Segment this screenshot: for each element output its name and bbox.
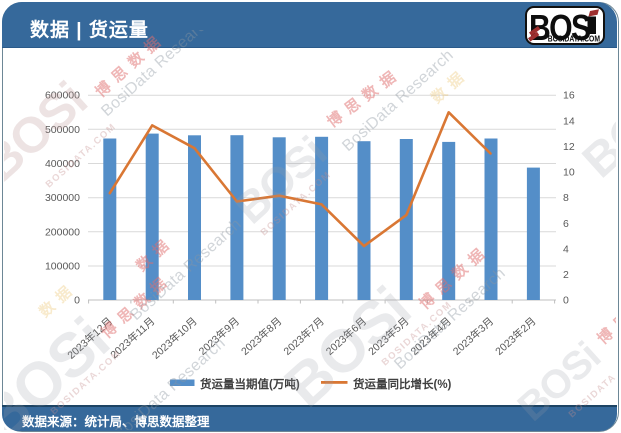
svg-text:400000: 400000	[45, 158, 80, 170]
svg-text:博思数据: 博思数据	[416, 241, 493, 313]
svg-text:500000: 500000	[45, 124, 80, 136]
svg-text:600000: 600000	[45, 90, 80, 102]
svg-text:BOSi: BOSi	[510, 334, 609, 429]
svg-text:6: 6	[563, 218, 569, 230]
svg-text:BOSi: BOSi	[573, 73, 621, 188]
svg-text:数据: 数据	[133, 232, 178, 275]
svg-text:300000: 300000	[45, 192, 80, 204]
svg-text:10: 10	[563, 167, 575, 179]
svg-text:BOSi: BOSi	[0, 71, 97, 192]
svg-text:BOS: BOS	[529, 9, 590, 46]
svg-text:BosiData Research: BosiData Research	[111, 335, 229, 433]
svg-text:12: 12	[563, 141, 575, 153]
svg-text:博思数据: 博思数据	[594, 276, 621, 348]
svg-text:100000: 100000	[45, 261, 80, 273]
svg-text:BOSIDATA.COM: BOSIDATA.COM	[548, 34, 600, 44]
svg-text:14: 14	[563, 115, 575, 127]
svg-text:4: 4	[563, 243, 569, 255]
svg-text:8: 8	[563, 192, 569, 204]
svg-text:2: 2	[563, 269, 569, 281]
svg-text:货运量同比增长(%): 货运量同比增长(%)	[352, 377, 452, 391]
svg-text:货运量当期值(万吨): 货运量当期值(万吨)	[199, 377, 300, 391]
svg-text:200000: 200000	[45, 226, 80, 238]
svg-text:0: 0	[563, 295, 569, 307]
svg-text:16: 16	[563, 90, 575, 102]
svg-text:0: 0	[74, 295, 80, 307]
